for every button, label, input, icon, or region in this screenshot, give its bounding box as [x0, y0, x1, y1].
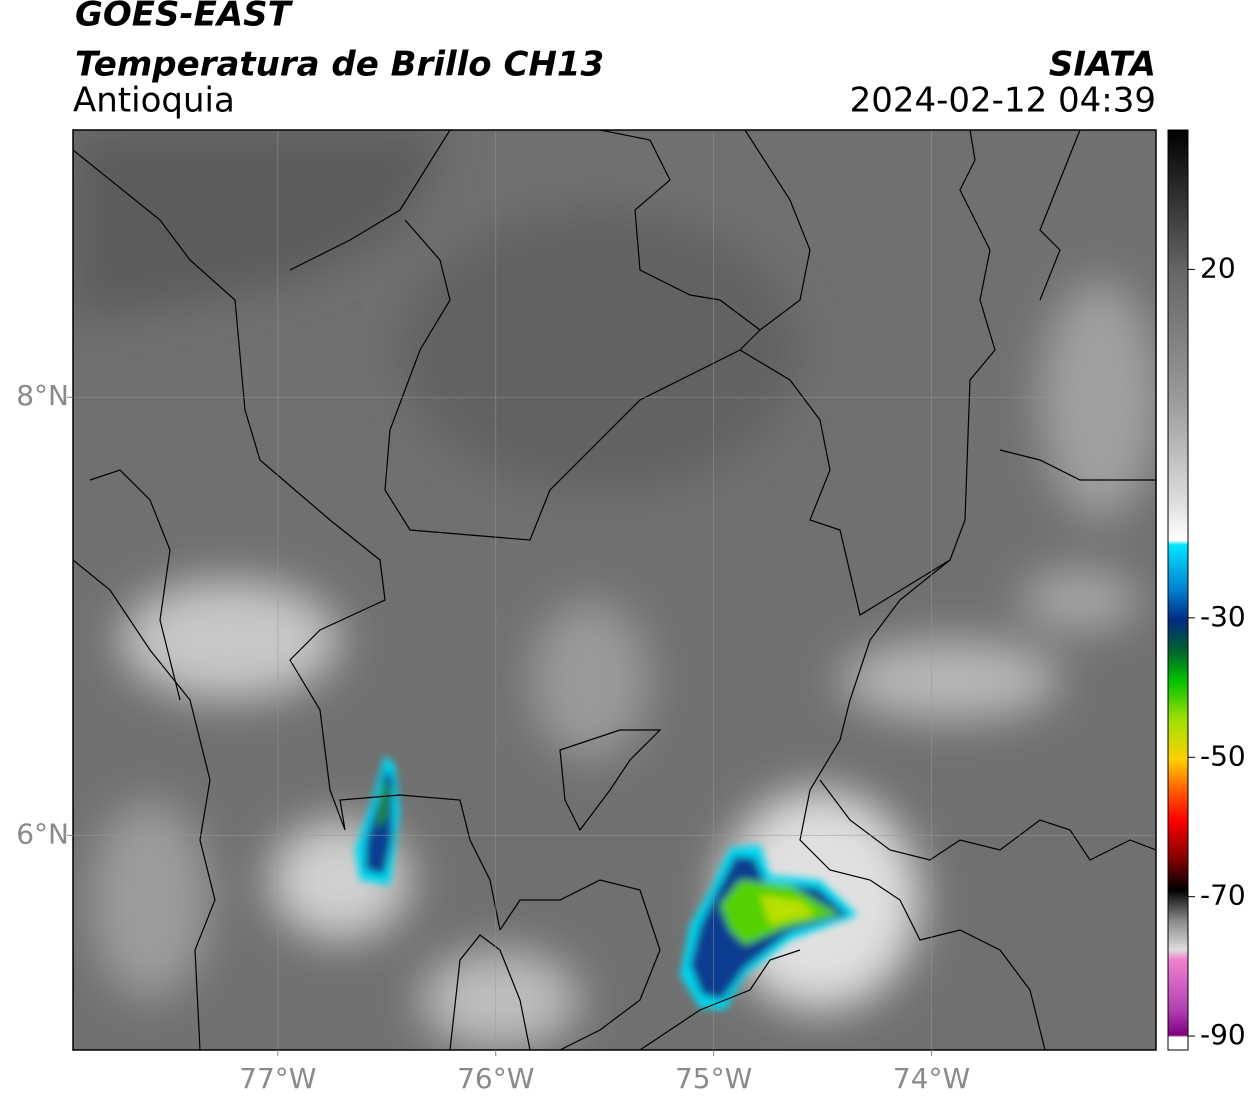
- x-tick-label: 75°W: [675, 1062, 752, 1095]
- storm-cells: [355, 755, 858, 1010]
- colorbar-tick-label: -50: [1200, 739, 1246, 772]
- colorbar-tick-label: -70: [1200, 879, 1246, 912]
- colorbar: [1167, 129, 1189, 1051]
- y-tick-label: 6°N: [16, 817, 69, 850]
- grid: [73, 130, 1156, 1050]
- borders: [73, 130, 1156, 1050]
- subtitle: Temperatura de Brillo CH13: [75, 45, 604, 85]
- colorbar-tick-label: -30: [1200, 600, 1246, 633]
- region: Antioquia: [73, 81, 235, 121]
- source: SIATA: [1049, 45, 1156, 85]
- x-tick-label: 77°W: [239, 1062, 316, 1095]
- map-frame: [72, 129, 1157, 1051]
- map-area: [73, 130, 1156, 1050]
- y-tick-label: 8°N: [16, 379, 69, 412]
- colorbar-tick-label: 20: [1200, 251, 1236, 284]
- title: GOES-EAST: [75, 0, 294, 35]
- x-tick-label: 74°W: [893, 1062, 970, 1095]
- x-tick-label: 76°W: [457, 1062, 534, 1095]
- colorbar-tick-label: -90: [1200, 1018, 1246, 1051]
- timestamp: 2024-02-12 04:39: [850, 81, 1156, 121]
- cloud-field: [73, 130, 1156, 1050]
